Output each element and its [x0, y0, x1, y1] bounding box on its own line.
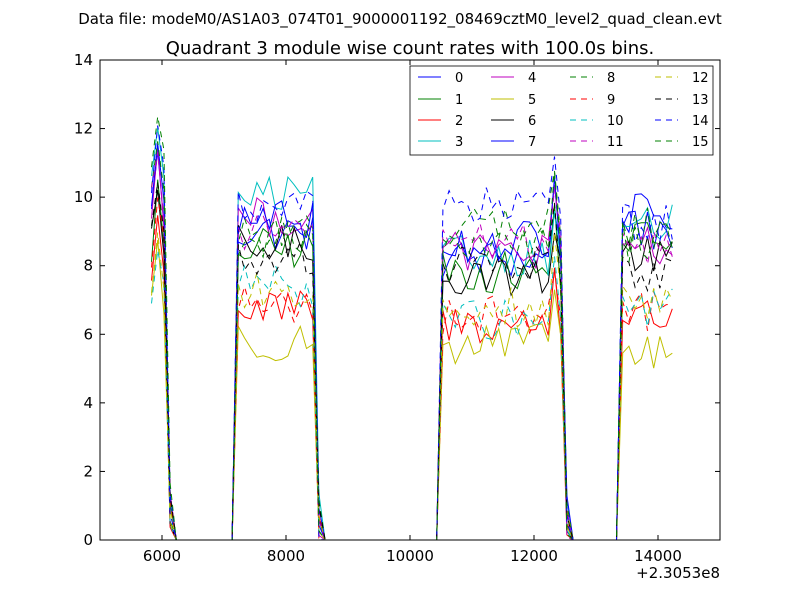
legend-label-3: 3: [455, 135, 463, 150]
legend-label-5: 5: [528, 93, 536, 108]
legend-label-4: 4: [528, 71, 536, 86]
x-tick-label: 8000: [267, 547, 305, 565]
legend-label-2: 2: [455, 114, 463, 129]
series-line-10: [151, 250, 673, 541]
x-offset-label: +2.3053e8: [636, 564, 720, 582]
legend-label-7: 7: [528, 135, 536, 150]
series-line-14: [151, 125, 673, 541]
y-tick-label: 0: [83, 531, 93, 549]
y-tick-label: 14: [74, 51, 93, 69]
series-line-15: [151, 116, 673, 541]
series-line-11: [151, 152, 673, 541]
chart-title: Quadrant 3 module wise count rates with …: [166, 38, 655, 59]
y-tick-label: 12: [74, 120, 93, 138]
legend-label-10: 10: [607, 114, 624, 129]
series-line-3: [151, 127, 673, 541]
series-line-4: [151, 146, 673, 541]
y-tick-label: 6: [83, 325, 93, 343]
series-line-12: [151, 232, 673, 541]
series-line-8: [151, 141, 673, 541]
legend-label-11: 11: [607, 135, 624, 150]
y-tick-label: 8: [83, 257, 93, 275]
legend-label-0: 0: [455, 71, 463, 86]
series-line-1: [151, 179, 673, 541]
series-line-5: [151, 239, 673, 541]
legend-label-1: 1: [455, 93, 463, 108]
legend-label-6: 6: [528, 114, 536, 129]
figure-suptitle: Data file: modeM0/AS1A03_074T01_90000011…: [78, 10, 722, 29]
legend-label-15: 15: [692, 135, 709, 150]
series-line-9: [151, 197, 673, 541]
x-tick-label: 12000: [510, 547, 558, 565]
legend-label-8: 8: [607, 71, 615, 86]
series-line-6: [151, 189, 673, 541]
y-tick-label: 2: [83, 462, 93, 480]
legend-label-14: 14: [692, 114, 709, 129]
x-tick-label: 10000: [386, 547, 434, 565]
y-tick-label: 4: [83, 394, 93, 412]
y-tick-label: 10: [74, 188, 93, 206]
series-line-13: [151, 182, 673, 541]
series-line-7: [151, 143, 673, 541]
series-line-2: [151, 215, 673, 541]
series-line-0: [151, 150, 673, 541]
legend-label-13: 13: [692, 93, 709, 108]
legend-label-12: 12: [692, 71, 709, 86]
x-tick-label: 6000: [143, 547, 181, 565]
legend-box: [409, 65, 714, 156]
legend-label-9: 9: [607, 93, 615, 108]
series-layer: [151, 116, 673, 541]
x-tick-label: 14000: [634, 547, 682, 565]
